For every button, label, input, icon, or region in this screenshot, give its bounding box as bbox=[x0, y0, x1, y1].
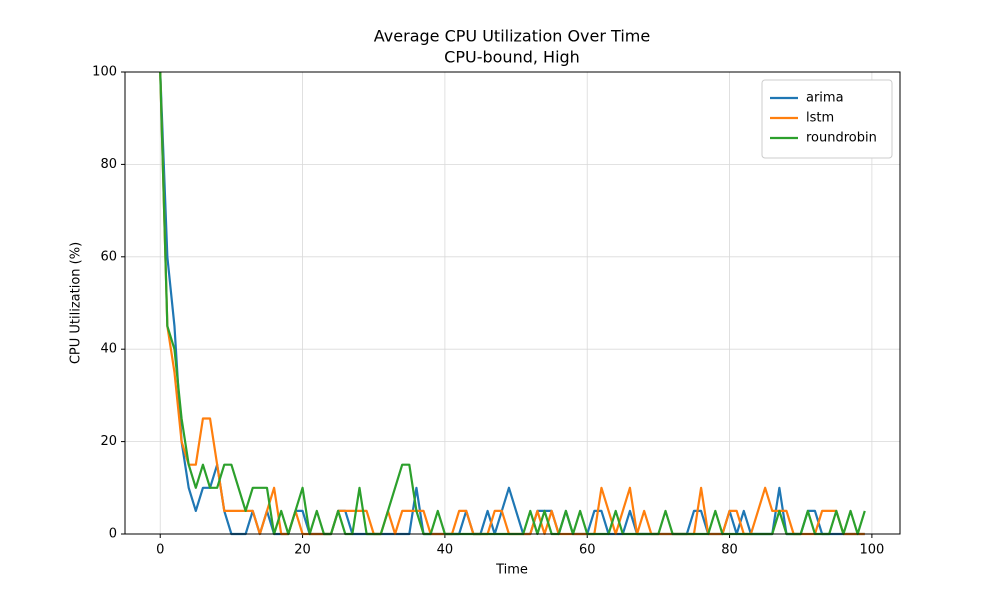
plot-frame bbox=[124, 71, 901, 535]
y-tick-label: 40 bbox=[100, 342, 117, 357]
y-tick-label: 80 bbox=[100, 157, 117, 172]
legend-label: lstm bbox=[806, 111, 834, 126]
x-axis-label: Time bbox=[495, 563, 528, 578]
chart-subtitle: CPU-bound, High bbox=[444, 48, 580, 67]
series-line bbox=[159, 71, 865, 536]
legend: arima lstm roundrobin bbox=[761, 79, 893, 159]
x-tick-label: 100 bbox=[859, 543, 884, 558]
legend-label: arima bbox=[806, 91, 844, 106]
x-tick-label: 60 bbox=[579, 543, 596, 558]
x-tick-label: 0 bbox=[156, 543, 164, 558]
legend-label: roundrobin bbox=[806, 131, 877, 146]
y-axis-label: CPU Utilization (%) bbox=[69, 242, 84, 364]
chart-title: Average CPU Utilization Over Time bbox=[374, 27, 650, 46]
x-tick-label: 20 bbox=[294, 543, 311, 558]
series-line bbox=[159, 71, 865, 536]
x-tick-label: 80 bbox=[721, 543, 738, 558]
series-line bbox=[159, 71, 866, 536]
x-tick-label: 40 bbox=[437, 543, 454, 558]
y-tick-label: 0 bbox=[109, 527, 117, 542]
y-tick-label: 20 bbox=[100, 434, 117, 449]
y-tick-label: 100 bbox=[92, 65, 117, 80]
y-tick-label: 60 bbox=[100, 249, 117, 264]
